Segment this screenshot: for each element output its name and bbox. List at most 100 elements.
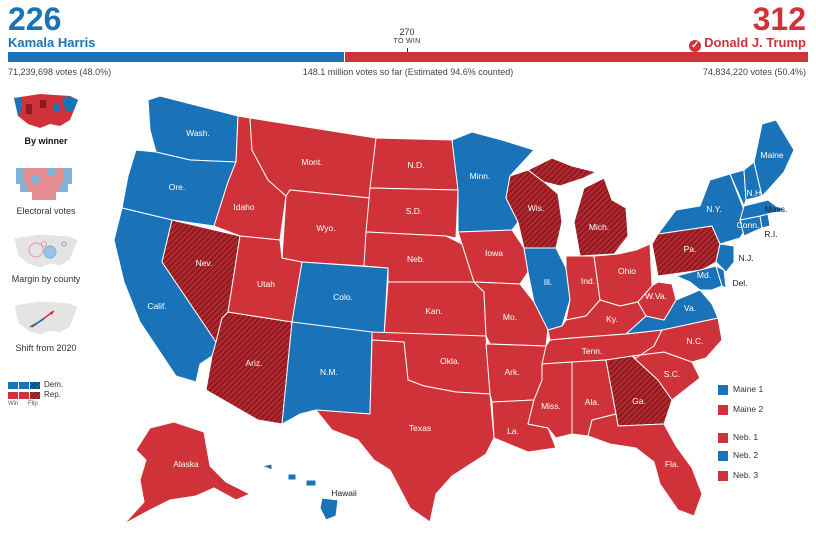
label-ny: N.Y. <box>706 204 721 214</box>
label-ri: R.I. <box>764 229 777 239</box>
state-north-carolina[interactable] <box>631 317 723 363</box>
district-label: Neb. 3 <box>733 470 759 480</box>
label-alaska: Alaska <box>173 459 199 469</box>
state-new-jersey[interactable] <box>715 243 735 273</box>
state-alaska[interactable] <box>123 421 251 525</box>
label-wyo: Wyo. <box>316 223 335 233</box>
rep-bar-fill <box>345 52 808 62</box>
label-nd: N.D. <box>408 160 425 170</box>
rep-candidate-name: Donald J. Trump <box>704 35 806 50</box>
district-swatch <box>718 405 728 415</box>
electoral-cartogram-icon <box>16 168 72 200</box>
label-ohio: Ohio <box>618 266 636 276</box>
label-maine: Maine <box>760 150 783 160</box>
label-ky: Ky. <box>606 314 618 324</box>
label-neb: Neb. <box>407 254 425 264</box>
district-label: Neb. 1 <box>733 432 759 442</box>
district-swatch <box>718 451 728 461</box>
state-michigan-up[interactable] <box>527 157 597 187</box>
bubble-map-icon <box>13 233 79 269</box>
label-ariz: Ariz. <box>246 358 263 368</box>
label-hawaii: Hawaii <box>331 488 357 498</box>
district-swatch <box>718 471 728 481</box>
label-del: Del. <box>732 278 747 288</box>
state-arizona[interactable] <box>205 311 293 425</box>
district-label: Maine 1 <box>733 384 764 394</box>
district-label: Maine 2 <box>733 404 764 414</box>
view-option-by-winner[interactable]: By winner <box>6 90 86 146</box>
threshold-sub: TO WIN <box>393 38 421 45</box>
district-label: Neb. 2 <box>733 450 759 460</box>
label-fla: Fla. <box>665 459 679 469</box>
view-option-margin-by-county[interactable]: Margin by county <box>6 230 86 284</box>
label-nm: N.M. <box>320 367 338 377</box>
dem-win-swatch <box>8 382 18 389</box>
label-ga: Ga. <box>632 396 646 406</box>
dem-win-swatch-2 <box>19 382 29 389</box>
view-option-shift-from-2020[interactable]: Shift from 2020 <box>6 297 86 353</box>
label-wash: Wash. <box>186 128 210 138</box>
state-massachusetts[interactable] <box>739 199 787 221</box>
label-ill: Ill. <box>544 277 553 287</box>
dem-electoral-votes: 226 <box>8 1 62 37</box>
legend-dem-label: Dem. <box>44 380 64 389</box>
view-option-electoral-votes[interactable]: Electoral votes <box>6 162 86 216</box>
label-utah: Utah <box>257 279 275 289</box>
label-miss: Miss. <box>541 401 561 411</box>
state-florida[interactable] <box>587 413 703 517</box>
label-idaho: Idaho <box>233 202 255 212</box>
label-la: La. <box>507 426 519 436</box>
label-calif: Calif. <box>147 301 166 311</box>
state-maryland[interactable] <box>675 265 723 291</box>
shift-arrows-map-icon <box>13 300 79 336</box>
label-mont: Mont. <box>301 157 322 167</box>
label-conn: Conn. <box>737 220 760 230</box>
view-option-label: Electoral votes <box>16 206 76 216</box>
state-iowa[interactable] <box>457 229 529 285</box>
view-option-label: Margin by county <box>11 274 81 284</box>
label-wva: W.Va. <box>645 291 667 301</box>
label-va: Va. <box>684 303 696 313</box>
total-votes-text: 148.1 million votes so far (Estimated 94… <box>302 67 514 77</box>
legend-rep-label: Rep. <box>44 390 61 399</box>
checkmark-circle-icon: ✓ <box>689 40 702 52</box>
rep-win-swatch <box>8 392 18 399</box>
label-vt: Vt. <box>727 159 737 169</box>
legend-flip-label: Flip <box>28 401 38 407</box>
label-mo: Mo. <box>503 312 517 322</box>
dem-bar-fill <box>8 52 345 62</box>
label-nev: Nev. <box>196 258 213 268</box>
view-option-label: Shift from 2020 <box>15 343 77 353</box>
label-ore: Ore. <box>169 182 186 192</box>
rep-win-swatch-2 <box>19 392 29 399</box>
label-md: Md. <box>697 270 711 280</box>
threshold-value: 270 <box>399 27 415 37</box>
label-texas: Texas <box>409 423 431 433</box>
label-wis: Wis. <box>528 203 545 213</box>
dem-candidate-name: Kamala Harris <box>8 35 96 50</box>
label-ind: Ind. <box>581 276 595 286</box>
rep-flip-swatch <box>30 392 40 399</box>
label-okla: Okla. <box>440 356 460 366</box>
state-south-dakota[interactable] <box>365 187 459 239</box>
dem-flip-swatch <box>30 382 40 389</box>
state-hawaii[interactable] <box>261 463 339 521</box>
label-sd: S.D. <box>406 206 423 216</box>
label-sc: S.C. <box>664 369 681 379</box>
label-minn: Minn. <box>470 171 491 181</box>
state-west-virginia[interactable] <box>637 281 677 321</box>
us-map-winner-icon <box>14 94 78 128</box>
label-iowa: Iowa <box>485 248 503 258</box>
label-kan: Kan. <box>425 306 443 316</box>
rep-popular-votes: 74,834,220 votes (50.4%) <box>702 67 806 77</box>
state-labels: Wash. Ore. Calif. Nev. Idaho Mont. Wyo. … <box>147 128 787 498</box>
state-texas[interactable] <box>315 339 495 523</box>
state-michigan[interactable] <box>573 177 629 257</box>
state-maine[interactable] <box>753 119 795 197</box>
label-nh: N.H. <box>747 188 764 198</box>
label-nj: N.J. <box>738 253 753 263</box>
state-delaware[interactable] <box>715 265 727 289</box>
electoral-vote-bar <box>8 52 808 62</box>
rep-electoral-votes: 312 <box>752 1 806 37</box>
